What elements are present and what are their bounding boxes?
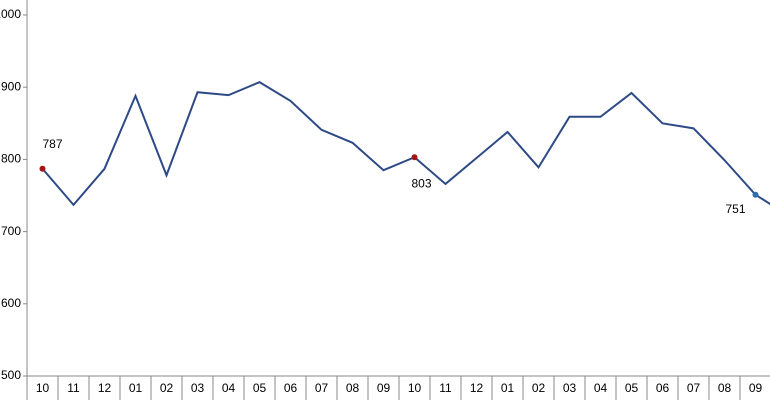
point-marker [39, 165, 46, 172]
x-tick-label: 09 [749, 381, 763, 395]
x-tick-label: 10 [36, 381, 50, 395]
x-tick-label: 05 [253, 381, 267, 395]
x-tick-label: 11 [67, 381, 80, 395]
y-tick-label: 800 [1, 152, 21, 166]
x-tick-label: 09 [377, 381, 391, 395]
value-label: 751 [725, 202, 745, 216]
x-tick-label: 03 [563, 381, 577, 395]
x-tick-label: 08 [718, 381, 732, 395]
value-label: 787 [43, 137, 63, 151]
x-tick-label: 02 [160, 381, 174, 395]
line [41, 81, 770, 207]
point-marker [411, 154, 418, 161]
x-tick-label: 08 [346, 381, 360, 395]
y-tick-label: 700 [1, 224, 21, 238]
x-tick-label: 03 [191, 381, 205, 395]
x-tick-label: 11 [439, 381, 452, 395]
point-marker [752, 191, 759, 198]
x-tick-label: 04 [222, 381, 236, 395]
x-tick-label: 12 [470, 381, 484, 395]
x-tick-label: 05 [625, 381, 639, 395]
y-tick-label: 900 [1, 79, 21, 93]
y-tick-label: 1000 [0, 7, 21, 21]
x-tick-label: 06 [284, 381, 298, 395]
value-label: 803 [412, 176, 432, 190]
x-tick-label: 01 [501, 381, 515, 395]
x-tick-label: 02 [532, 381, 546, 395]
x-tick-label: 06 [656, 381, 670, 395]
x-tick-label: 12 [98, 381, 112, 395]
y-tick-label: 500 [1, 368, 21, 382]
x-tick-label: 10 [408, 381, 422, 395]
x-tick-label: 07 [315, 381, 329, 395]
x-tick-label: 01 [129, 381, 143, 395]
x-tick-label: 07 [687, 381, 701, 395]
y-tick-label: 600 [1, 296, 21, 310]
x-tick-label: 04 [594, 381, 608, 395]
